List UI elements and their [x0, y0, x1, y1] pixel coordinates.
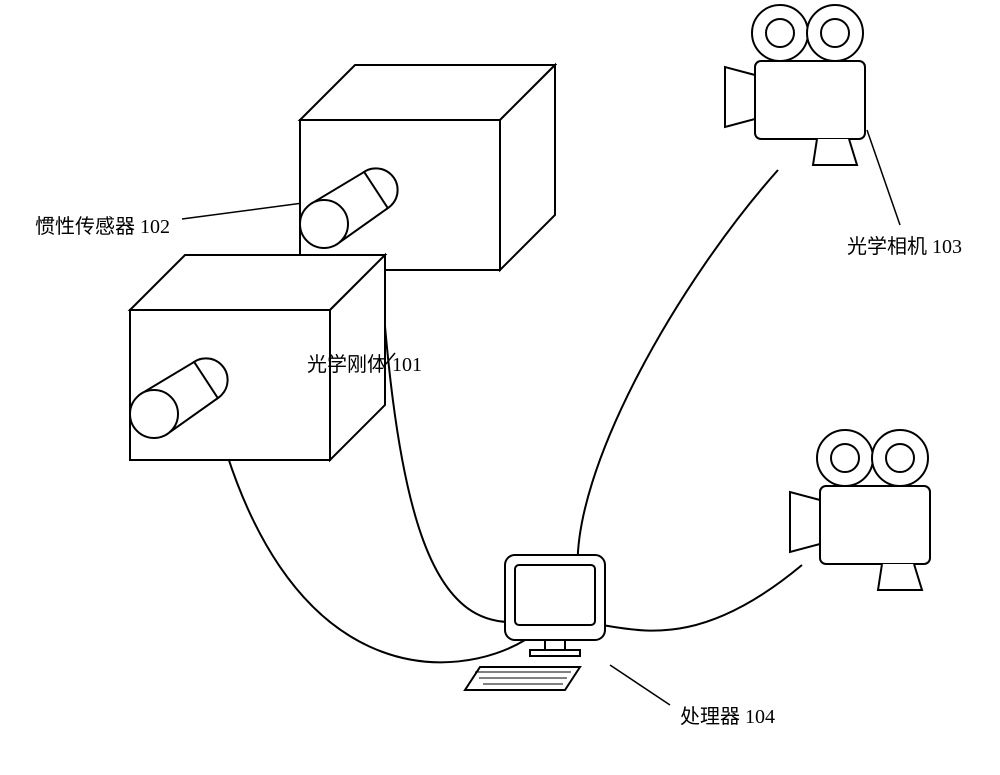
camera-1 [725, 5, 865, 165]
leader-line [610, 665, 670, 705]
leader-line [867, 130, 900, 225]
leader-line [182, 201, 318, 219]
sensor1-front [300, 200, 348, 248]
cable [578, 170, 778, 575]
inertial-sensor-label: 惯性传感器 102 [35, 210, 170, 239]
camera-2 [790, 430, 930, 590]
cable [601, 565, 802, 631]
processor-computer [465, 555, 605, 690]
optical-camera-label: 光学相机 103 [847, 230, 962, 259]
optical-rigid-body-label: 光学刚体 101 [307, 348, 422, 377]
processor-label: 处理器 104 [680, 700, 775, 729]
sensor2-front [130, 390, 178, 438]
